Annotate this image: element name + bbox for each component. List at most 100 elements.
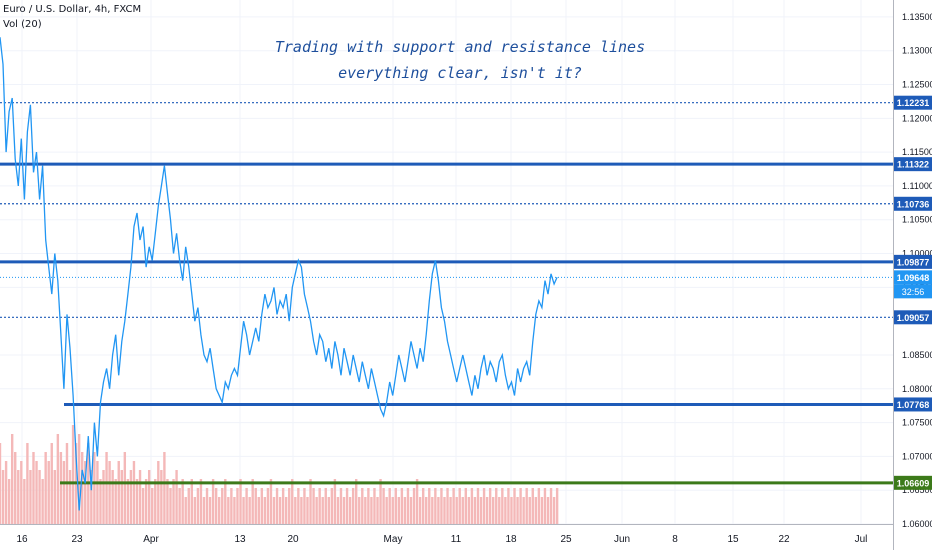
volume-bar — [26, 443, 29, 524]
level-label: 1.12231 — [897, 98, 930, 108]
volume-bar — [391, 497, 394, 524]
volume-bar — [257, 497, 260, 524]
volume-bar — [56, 434, 60, 524]
y-tick-label: 1.10500 — [902, 215, 932, 225]
volume-bar — [373, 488, 376, 524]
volume-bar — [330, 488, 334, 524]
x-tick-label: 11 — [451, 534, 462, 545]
annotation-line-2: everything clear, isn't it? — [338, 64, 582, 82]
volume-bar — [53, 470, 56, 524]
y-tick-label: 1.11500 — [902, 147, 932, 157]
volume-bar — [498, 497, 501, 524]
volume-bar — [199, 479, 203, 524]
x-tick-label: 8 — [672, 534, 678, 545]
volume-bar — [300, 497, 303, 524]
volume-bar — [321, 497, 324, 524]
volume-bar — [452, 488, 455, 524]
volume-bar — [540, 497, 544, 524]
x-tick-label: Jun — [614, 534, 630, 545]
volume-bar — [461, 497, 464, 524]
volume-bar — [175, 470, 178, 524]
volume-bar — [455, 497, 458, 524]
y-tick-label: 1.10000 — [902, 249, 932, 259]
level-label-box — [894, 95, 932, 110]
volume-bar — [400, 488, 404, 524]
volume-bar — [434, 488, 437, 524]
volume-bar — [123, 452, 127, 524]
volume-bar — [443, 497, 446, 524]
volume-bar — [105, 452, 108, 524]
volume-bar — [0, 443, 2, 524]
volume-bar — [224, 479, 227, 524]
symbol-title[interactable]: Euro / U.S. Dollar, 4h, FXCM — [3, 4, 142, 15]
volume-bar — [507, 488, 510, 524]
volume-bar — [178, 488, 181, 524]
volume-bar — [35, 461, 38, 524]
volume-bar — [513, 488, 516, 524]
x-tick-label: 23 — [71, 534, 83, 545]
volume-bar — [205, 488, 209, 524]
volume-bar — [281, 488, 285, 524]
volume-bar — [275, 488, 279, 524]
volume-bar — [20, 461, 23, 524]
volume-bar — [537, 488, 541, 524]
volume-bar — [516, 497, 519, 524]
volume-bar — [415, 479, 419, 524]
volume-bar — [248, 497, 251, 524]
volume-bar — [449, 497, 452, 524]
volume-bar — [187, 488, 190, 524]
volume-bar — [211, 479, 215, 524]
volume-bar — [29, 470, 32, 524]
volume-bar — [479, 497, 483, 524]
volume-bar — [41, 479, 44, 524]
volume-bar — [132, 461, 136, 524]
volume-bar — [260, 488, 264, 524]
y-tick-label: 1.13500 — [902, 12, 932, 22]
volume-bar — [345, 488, 349, 524]
volume-bar — [172, 479, 175, 524]
y-tick-label: 1.12500 — [902, 80, 932, 90]
volume-bar — [409, 497, 413, 524]
level-label: 1.07768 — [897, 400, 930, 410]
volume-bar — [437, 497, 440, 524]
volume-bar — [141, 488, 145, 524]
volume-bar — [339, 488, 343, 524]
volume-bar — [333, 479, 337, 524]
volume-bar — [284, 497, 288, 524]
volume-bar — [522, 497, 525, 524]
last-price-box — [894, 270, 932, 285]
level-label-box — [894, 310, 932, 325]
level-label-box — [894, 397, 932, 412]
volume-bar — [14, 452, 17, 524]
volume-bar — [361, 488, 364, 524]
countdown-label: 32:56 — [902, 287, 925, 297]
volume-bar — [96, 461, 99, 524]
volume-bar — [549, 488, 553, 524]
volume-bar — [129, 470, 133, 524]
x-tick-label: 20 — [287, 534, 299, 545]
volume-bar — [44, 452, 47, 524]
level-label: 1.09877 — [897, 257, 930, 267]
volume-bar — [425, 497, 428, 524]
level-label-box — [894, 475, 932, 490]
x-tick-label: 22 — [778, 534, 790, 545]
volume-bar — [397, 497, 401, 524]
volume-bar — [236, 488, 239, 524]
volume-bar — [464, 488, 467, 524]
volume-bar — [269, 479, 273, 524]
volume-label[interactable]: Vol (20) — [3, 19, 42, 30]
volume-bar — [38, 470, 41, 524]
volume-bar — [546, 497, 550, 524]
volume-bar — [388, 488, 391, 524]
volume-bar — [10, 434, 14, 524]
volume-bar — [525, 488, 528, 524]
volume-bar — [126, 479, 130, 524]
volume-bar — [355, 479, 358, 524]
volume-bar — [239, 479, 242, 524]
volume-bar — [221, 488, 224, 524]
x-tick-label: Jul — [855, 534, 868, 545]
volume-bar — [351, 488, 355, 524]
level-label-box — [894, 196, 932, 211]
volume-bar — [297, 488, 300, 524]
